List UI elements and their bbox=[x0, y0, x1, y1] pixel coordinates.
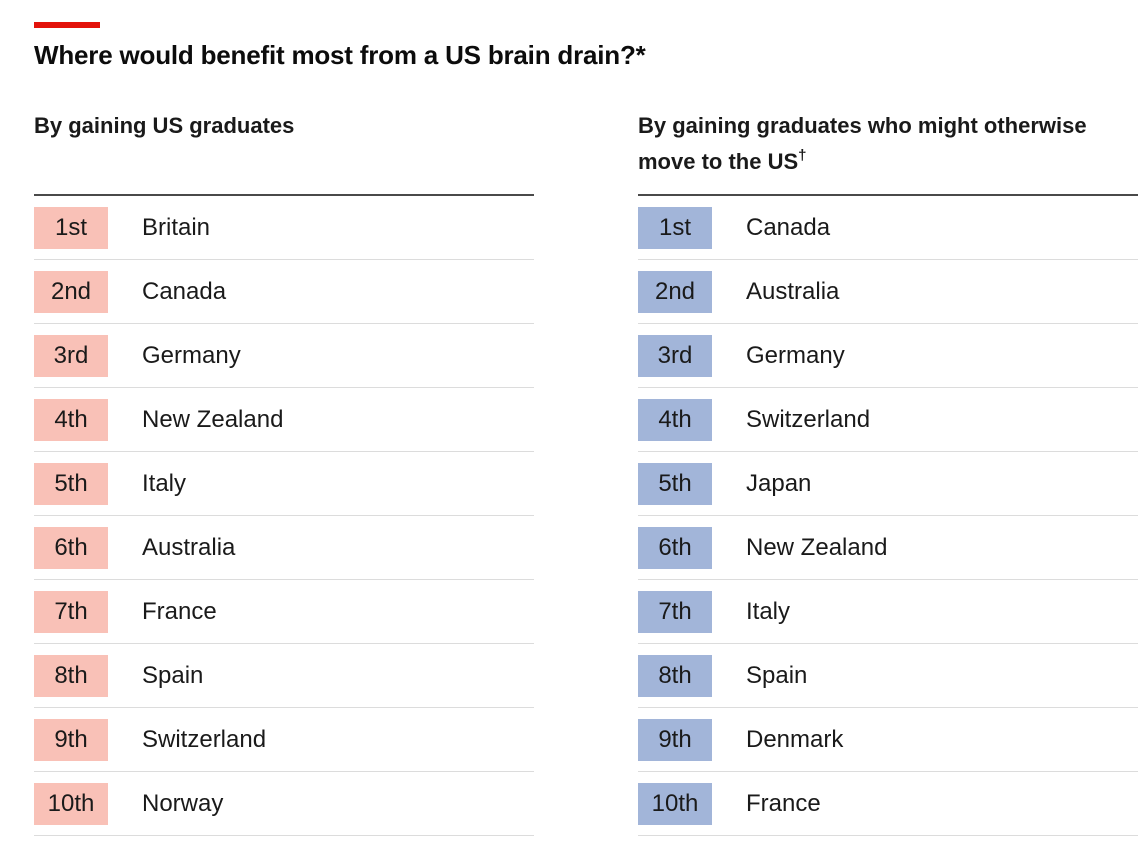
table-row: 2nd Canada bbox=[34, 260, 534, 324]
country-name: Australia bbox=[142, 533, 236, 561]
table-row: 10th Norway bbox=[34, 772, 534, 836]
country-name: Denmark bbox=[746, 725, 844, 753]
table-row: 7th Italy bbox=[638, 580, 1138, 644]
rank-badge: 4th bbox=[638, 398, 712, 441]
right-table-rows: 1st Canada 2nd Australia 3rd Germany 4th Switze… bbox=[638, 196, 1138, 836]
country-name: Canada bbox=[142, 277, 227, 305]
accent-bar bbox=[34, 22, 100, 28]
rank-badge: 5th bbox=[34, 462, 108, 505]
right-table-subtitle-text: By gaining graduates who might otherwise… bbox=[638, 113, 1087, 174]
country-name: Switzerland bbox=[142, 725, 267, 753]
table-row: 4th Switzerland bbox=[638, 388, 1138, 452]
right-table-subtitle: By gaining graduates who might otherwise… bbox=[638, 108, 1138, 196]
table-row: 10th France bbox=[638, 772, 1138, 836]
country-name: France bbox=[142, 597, 217, 625]
left-table-subtitle: By gaining US graduates bbox=[34, 108, 534, 196]
rank-badge: 4th bbox=[34, 398, 108, 441]
table-row: 9th Switzerland bbox=[34, 708, 534, 772]
table-row: 5th Japan bbox=[638, 452, 1138, 516]
rank-badge: 2nd bbox=[34, 270, 108, 313]
left-ranking-table: By gaining US graduates 1st Britain 2nd Can… bbox=[34, 108, 534, 836]
country-name: New Zealand bbox=[746, 533, 888, 561]
country-name: Britain bbox=[142, 213, 211, 241]
rank-badge: 10th bbox=[34, 782, 108, 825]
table-row: 6th Australia bbox=[34, 516, 534, 580]
country-name: Norway bbox=[142, 789, 224, 817]
rank-badge: 7th bbox=[34, 590, 108, 633]
rank-badge: 6th bbox=[638, 526, 712, 569]
rank-badge: 9th bbox=[34, 718, 108, 761]
table-row: 4th New Zealand bbox=[34, 388, 534, 452]
table-row: 1st Canada bbox=[638, 196, 1138, 260]
rank-badge: 3rd bbox=[34, 334, 108, 377]
chart-title: Where would benefit most from a US brain… bbox=[34, 40, 646, 70]
country-name: Italy bbox=[142, 469, 187, 497]
table-row: 7th France bbox=[34, 580, 534, 644]
table-row: 8th Spain bbox=[638, 644, 1138, 708]
country-name: Switzerland bbox=[746, 405, 871, 433]
rank-badge: 8th bbox=[34, 654, 108, 697]
table-row: 2nd Australia bbox=[638, 260, 1138, 324]
rank-badge: 5th bbox=[638, 462, 712, 505]
country-name: Australia bbox=[746, 277, 840, 305]
table-row: 3rd Germany bbox=[638, 324, 1138, 388]
rank-badge: 8th bbox=[638, 654, 712, 697]
dagger-footnote-mark: † bbox=[798, 147, 807, 164]
rank-badge: 10th bbox=[638, 782, 712, 825]
country-name: Canada bbox=[746, 213, 831, 241]
country-name: New Zealand bbox=[142, 405, 284, 433]
table-row: 5th Italy bbox=[34, 452, 534, 516]
right-ranking-table: By gaining graduates who might otherwise… bbox=[638, 108, 1138, 836]
table-row: 9th Denmark bbox=[638, 708, 1138, 772]
rank-badge: 9th bbox=[638, 718, 712, 761]
table-row: 8th Spain bbox=[34, 644, 534, 708]
left-table-subtitle-text: By gaining US graduates bbox=[34, 113, 295, 138]
rank-badge: 1st bbox=[638, 206, 712, 249]
country-name: Germany bbox=[142, 341, 241, 369]
table-row: 6th New Zealand bbox=[638, 516, 1138, 580]
country-name: Spain bbox=[142, 661, 204, 689]
country-name: Italy bbox=[746, 597, 791, 625]
table-row: 1st Britain bbox=[34, 196, 534, 260]
rank-badge: 6th bbox=[34, 526, 108, 569]
table-row: 3rd Germany bbox=[34, 324, 534, 388]
country-name: Germany bbox=[746, 341, 845, 369]
left-table-rows: 1st Britain 2nd Canada 3rd Germany 4th New Zeal… bbox=[34, 196, 534, 836]
rank-badge: 3rd bbox=[638, 334, 712, 377]
rank-badge: 7th bbox=[638, 590, 712, 633]
rank-badge: 2nd bbox=[638, 270, 712, 313]
country-name: France bbox=[746, 789, 821, 817]
country-name: Spain bbox=[746, 661, 808, 689]
rank-badge: 1st bbox=[34, 206, 108, 249]
country-name: Japan bbox=[746, 469, 812, 497]
